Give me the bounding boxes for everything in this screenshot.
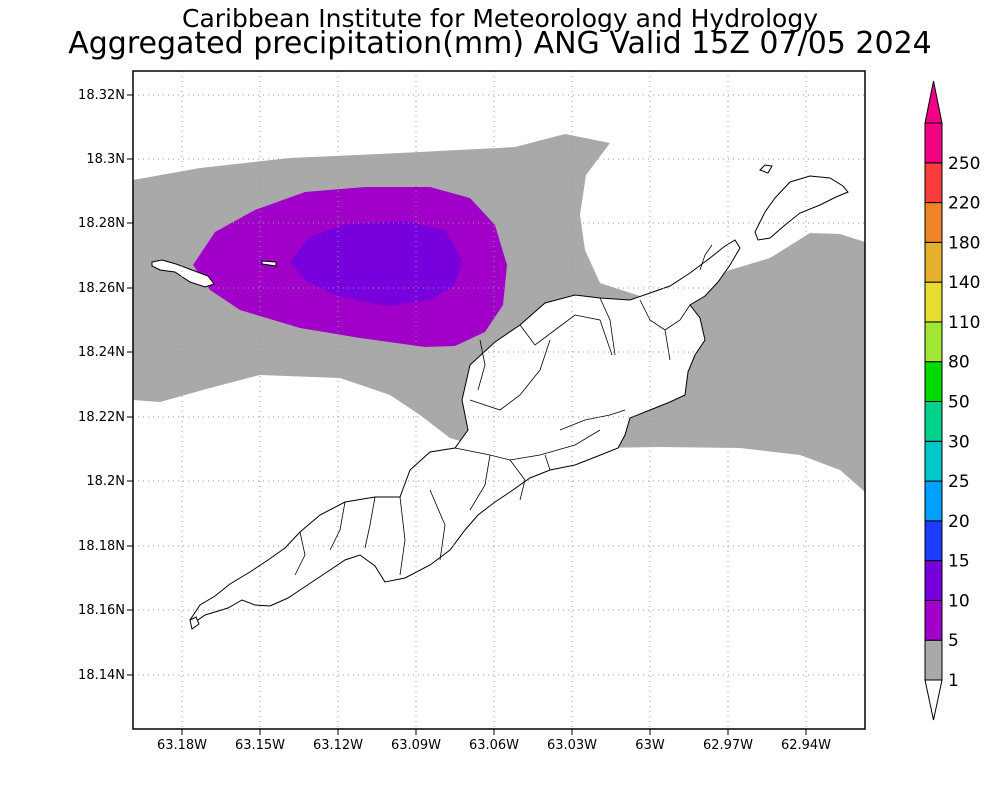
scrub-island [754,175,849,241]
anguilla-island [189,239,741,623]
legend-swatch [924,560,943,601]
west-cay [261,260,277,267]
legend-label: 140 [948,273,980,293]
x-tick-label: 63.03W [547,738,597,753]
legend-label: 20 [948,512,970,532]
legend-swatch [924,401,943,442]
anguillita-islet [189,616,200,630]
legend-label: 80 [948,353,970,373]
x-axis: 63.18W 63.15W 63.12W 63.09W 63.06W 63.03W 63W 6… [157,729,831,753]
legend-label: 250 [948,154,980,174]
legend-label: 180 [948,233,980,253]
dog-island [151,259,215,288]
x-tick-label: 62.94W [781,738,831,753]
legend-swatch [924,520,943,562]
x-tick-label: 63.15W [235,738,285,753]
y-tick-label: 18.26N [78,281,125,296]
legend-label: 10 [948,591,970,611]
legend-label: 25 [948,472,970,492]
map-frame [132,70,866,730]
map-grid [133,71,865,729]
y-tick-label: 18.3N [86,152,125,167]
precipitation-shading [133,134,865,492]
legend-swatch [924,122,943,164]
x-tick-label: 63.06W [469,738,519,753]
y-tick-label: 18.16N [78,603,125,618]
district-boundaries [294,244,713,576]
y-tick-label: 18.18N [78,539,125,554]
precip-area-10-15mm [290,221,462,306]
x-tick-label: 63.09W [391,738,441,753]
legend-label: 50 [948,393,970,413]
island-outlines [151,164,849,630]
legend-label: 30 [948,432,970,452]
sombrero-islet [759,164,773,174]
legend-swatch [924,639,943,681]
legend-swatch [924,162,943,204]
legend-swatch [924,321,943,363]
y-axis: 18.32N 18.3N 18.28N 18.26N 18.24N 18.22N 18.2N… [78,88,133,683]
legend-label: 5 [948,631,959,651]
chart-subtitle: Aggregated precipitation(mm) ANG Valid 1… [68,26,932,61]
legend-label: 110 [948,313,980,333]
legend-swatch [924,281,943,323]
legend-label: 1 [948,671,959,691]
legend-swatch [924,480,943,522]
y-tick-label: 18.32N [78,88,125,103]
y-tick-label: 18.28N [78,216,125,231]
y-tick-label: 18.24N [78,345,125,360]
x-tick-label: 63W [635,738,665,753]
legend-low-arrow [924,679,943,721]
x-tick-label: 63.18W [157,738,207,753]
x-tick-label: 63.12W [313,738,363,753]
y-tick-label: 18.2N [86,474,125,489]
x-tick-label: 62.97W [703,738,753,753]
legend-high-arrow [924,80,943,124]
legend-label: 220 [948,194,980,214]
legend-label: 15 [948,552,970,572]
legend-swatch [924,361,943,403]
legend-swatch [924,202,943,243]
y-tick-label: 18.14N [78,668,125,683]
legend-swatch [924,241,943,283]
chart-title: Caribbean Institute for Meteorology and … [182,4,818,33]
legend-swatch [924,440,943,482]
y-tick-label: 18.22N [78,410,125,425]
legend-swatch [924,599,943,641]
